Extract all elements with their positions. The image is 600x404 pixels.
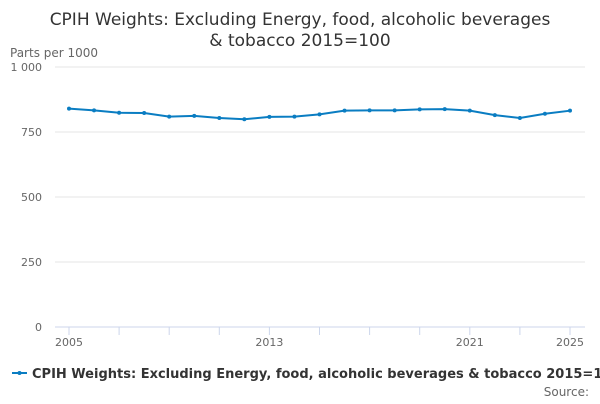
y-tick-label: 1 000 (11, 61, 43, 74)
data-point (117, 110, 122, 115)
source-label: Source: (544, 385, 589, 399)
data-point (492, 113, 497, 118)
y-tick-label: 250 (21, 256, 42, 269)
x-tick-label: 2021 (456, 336, 484, 349)
data-point (217, 115, 222, 120)
data-point (417, 107, 422, 112)
data-point (242, 117, 247, 122)
x-tick-label: 2025 (556, 336, 584, 349)
legend[interactable]: CPIH Weights: Excluding Energy, food, al… (12, 367, 600, 382)
data-point (342, 108, 347, 113)
data-point (67, 106, 71, 111)
data-point (542, 111, 547, 116)
x-tick-label: 2013 (255, 336, 283, 349)
data-point (142, 111, 147, 116)
y-tick-label: 750 (21, 126, 42, 139)
y-tick-label: 500 (21, 191, 42, 204)
y-tick-label: 0 (35, 321, 42, 334)
chart-title-line-2: & tobacco 2015=100 (209, 31, 390, 51)
data-point (92, 108, 97, 113)
data-point (392, 108, 397, 113)
data-point (292, 114, 297, 119)
data-point (367, 108, 372, 113)
legend-marker-dot (17, 371, 22, 375)
data-point (467, 108, 472, 113)
legend-label: CPIH Weights: Excluding Energy, food, al… (32, 367, 600, 382)
data-point (192, 113, 197, 118)
y-axis-label: Parts per 1000 (10, 46, 98, 60)
data-point (442, 107, 447, 112)
x-tick-label: 2005 (55, 336, 83, 349)
data-point (167, 114, 172, 119)
chart-title-line-1: CPIH Weights: Excluding Energy, food, al… (50, 10, 551, 30)
data-point (568, 108, 572, 113)
data-point (517, 115, 522, 120)
data-point (317, 112, 322, 117)
data-point (267, 114, 272, 119)
